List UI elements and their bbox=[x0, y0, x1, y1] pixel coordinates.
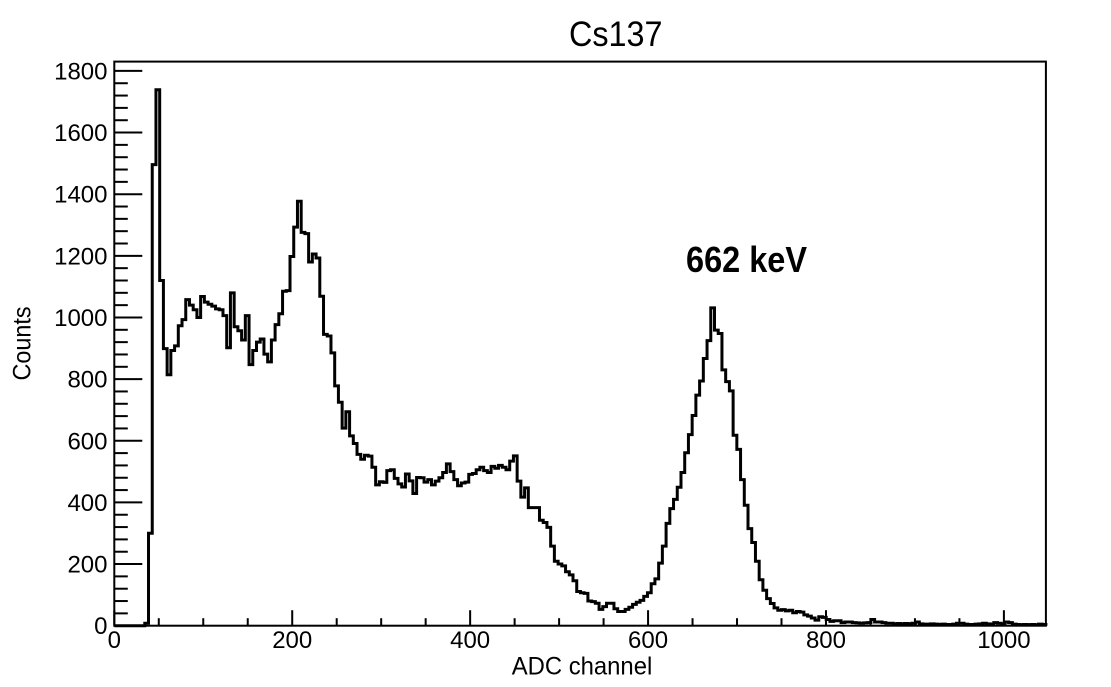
svg-text:1000: 1000 bbox=[54, 305, 107, 332]
svg-text:ADC channel: ADC channel bbox=[512, 653, 653, 681]
svg-text:1000: 1000 bbox=[977, 627, 1030, 654]
svg-text:1200: 1200 bbox=[54, 243, 107, 270]
svg-text:0: 0 bbox=[108, 627, 121, 654]
svg-text:200: 200 bbox=[272, 627, 312, 654]
svg-text:600: 600 bbox=[628, 627, 668, 654]
svg-text:1400: 1400 bbox=[54, 182, 107, 209]
svg-text:1600: 1600 bbox=[54, 120, 107, 147]
svg-text:0: 0 bbox=[94, 613, 107, 640]
svg-text:Counts: Counts bbox=[9, 307, 37, 381]
svg-text:1800: 1800 bbox=[54, 58, 107, 85]
svg-text:600: 600 bbox=[67, 428, 107, 455]
svg-text:400: 400 bbox=[67, 490, 107, 517]
svg-text:400: 400 bbox=[450, 627, 490, 654]
svg-text:800: 800 bbox=[67, 367, 107, 394]
svg-text:662 keV: 662 keV bbox=[686, 239, 808, 280]
svg-text:200: 200 bbox=[67, 552, 107, 579]
svg-text:Cs137: Cs137 bbox=[569, 15, 663, 54]
svg-text:800: 800 bbox=[806, 627, 846, 654]
